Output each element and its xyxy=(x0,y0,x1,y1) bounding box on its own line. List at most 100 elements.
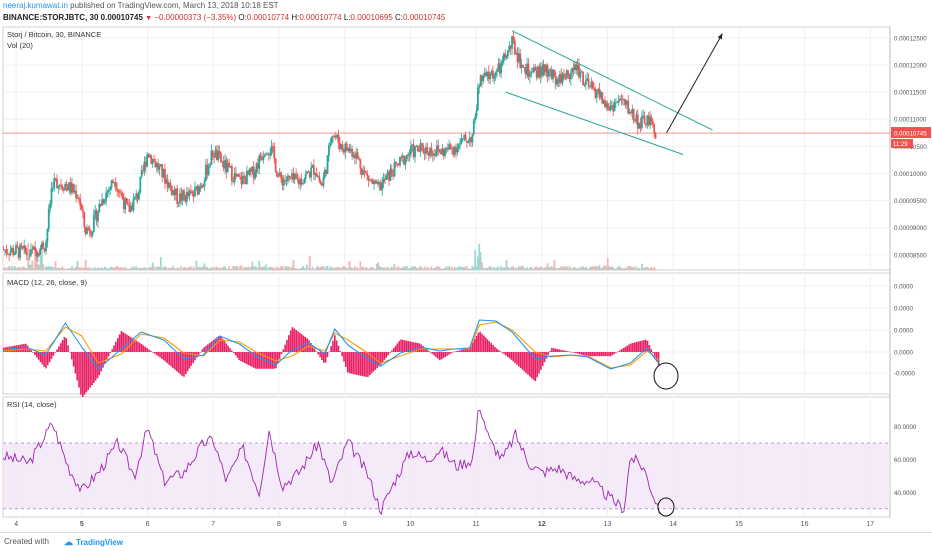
macd-hist-bar xyxy=(403,340,406,352)
volume-bar xyxy=(243,267,246,270)
volume-bar xyxy=(362,266,364,270)
volume-bar xyxy=(42,264,45,270)
volume-bar xyxy=(334,267,337,270)
macd-hist-bar xyxy=(315,351,318,352)
volume-bar xyxy=(549,266,552,270)
candle xyxy=(255,163,258,173)
macd-hist-bar xyxy=(453,351,456,353)
volume-bar xyxy=(575,268,578,270)
candle xyxy=(370,179,373,181)
volume-bar xyxy=(23,266,26,270)
chart-canvas[interactable]: 4 5 6 7 8 9 10 11 12 13 14 15 16 17 0.00012500 0.000120… xyxy=(0,0,932,532)
volume-bar xyxy=(297,268,300,270)
candle xyxy=(213,156,216,158)
candle xyxy=(64,184,67,191)
x-tick-label: 17 xyxy=(866,521,874,528)
volume-bar xyxy=(6,267,9,270)
volume-bar xyxy=(598,265,601,270)
candle xyxy=(117,191,120,192)
volume-bar xyxy=(371,267,374,270)
macd-hist-bar xyxy=(560,349,562,352)
volume-bar xyxy=(220,267,222,270)
macd-tick-label: 0.0000 xyxy=(894,306,913,313)
macd-hist-bar xyxy=(394,345,397,352)
candle xyxy=(427,152,430,156)
candle xyxy=(225,159,228,173)
candle xyxy=(60,184,62,187)
candle xyxy=(194,187,196,197)
candle xyxy=(595,92,598,98)
candle xyxy=(340,144,343,149)
x-tick-label: 15 xyxy=(735,521,743,528)
macd-hist-bar xyxy=(19,344,22,352)
volume-bar xyxy=(408,268,411,270)
macd-hist-bar xyxy=(521,352,524,370)
macd-hist-bar xyxy=(525,352,527,374)
macd-hist-bar xyxy=(488,341,491,352)
volume-bar xyxy=(13,266,16,270)
macd-hist-bar xyxy=(519,352,522,369)
candle xyxy=(628,111,631,114)
candle xyxy=(479,75,482,86)
volume-bar xyxy=(617,266,620,270)
volume-bar xyxy=(375,264,378,270)
candle xyxy=(102,199,105,203)
candle xyxy=(604,100,606,108)
volume-bar xyxy=(359,261,362,270)
symbol-line: BINANCE:STORJBTC, 30 xyxy=(3,13,99,22)
volume-bar xyxy=(12,268,15,270)
macd-hist-bar xyxy=(611,352,614,356)
candle xyxy=(222,161,225,169)
candle xyxy=(507,50,509,57)
volume-bar xyxy=(221,267,224,270)
price-tick-label: 0.00010000 xyxy=(894,171,927,178)
volume-bar xyxy=(578,268,580,270)
candle xyxy=(516,52,519,62)
volume-bar xyxy=(483,268,486,270)
macd-hist-bar xyxy=(470,345,472,352)
candle xyxy=(246,170,248,185)
macd-hist-bar xyxy=(293,328,296,352)
macd-hist-bar xyxy=(275,352,277,369)
volume-bar xyxy=(36,264,39,270)
volume-bar xyxy=(347,268,349,270)
macd-hist-bar xyxy=(262,352,264,369)
candle xyxy=(593,87,595,89)
author-link[interactable]: neeraj.kumawat.in xyxy=(3,1,68,10)
volume-bar xyxy=(599,268,602,270)
volume-bar xyxy=(318,267,321,270)
volume-bar xyxy=(415,267,418,270)
candle xyxy=(199,186,202,188)
candle xyxy=(210,150,213,165)
candle xyxy=(643,115,646,124)
volume-bar xyxy=(271,268,274,270)
candle xyxy=(589,86,591,88)
macd-hist-bar xyxy=(628,344,630,352)
volume-bar xyxy=(228,266,231,270)
volume-bar xyxy=(541,267,544,270)
candle xyxy=(444,149,446,156)
candle xyxy=(546,65,549,77)
volume-bar xyxy=(456,267,459,270)
tradingview-logo[interactable]: ☁ TradingView xyxy=(64,537,123,548)
macd-hist-bar xyxy=(438,352,441,361)
candle xyxy=(530,71,533,75)
macd-hist-bar xyxy=(162,352,165,361)
volume-bar xyxy=(571,268,574,270)
volume-bar xyxy=(337,266,340,270)
volume-bar xyxy=(262,266,265,270)
candle xyxy=(371,179,374,185)
macd-hist-bar xyxy=(471,342,474,352)
candle xyxy=(505,56,508,58)
macd-hist-bar xyxy=(554,348,557,352)
volume-bar xyxy=(2,268,5,270)
candle xyxy=(542,64,545,76)
macd-hist-bar xyxy=(530,352,533,379)
macd-hist-bar xyxy=(144,346,147,352)
volume-bar xyxy=(235,266,237,270)
volume-bar xyxy=(8,266,11,270)
macd-hist-bar xyxy=(207,344,209,352)
macd-hist-bar xyxy=(102,352,104,368)
candle xyxy=(512,36,515,41)
volume-bar xyxy=(467,268,470,270)
